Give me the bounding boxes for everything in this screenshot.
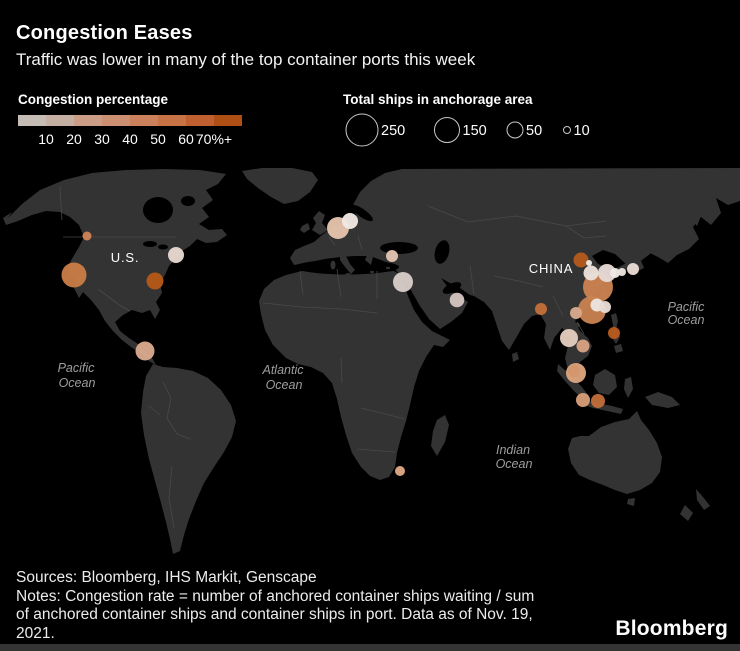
port-bubble-dubai-jebel-ali [449,292,465,308]
ocean-label-ocean: Ocean [59,376,96,390]
sources-note: Sources: Bloomberg, IHS Markit, Genscape [16,569,317,586]
color-scale-tick: 40 [122,131,138,147]
color-scale-segment [186,115,214,126]
port-bubble-qingdao-east [586,260,592,266]
continents [3,168,740,554]
port-bubble-surabaya [591,394,605,408]
port-bubble-savannah [146,272,164,290]
world-map: U.S.CHINAPacificOceanAtlanticOceanIndian… [3,168,740,554]
ocean-label-pacific: Pacific [58,361,96,375]
size-legend-label: 50 [526,123,542,139]
port-bubble-yellow-sea-west [583,265,599,281]
port-bubble-panama [135,341,155,361]
color-scale-segment [130,115,158,126]
color-scale-segment [18,115,46,126]
size-legend: 250 150 50 10 [345,113,590,147]
country-label-china: CHINA [529,261,573,276]
color-scale-tick: 60 [178,131,194,147]
mediterranean-peninsulas [330,254,390,277]
size-legend-circle [434,117,460,143]
ocean-label-ocean: Ocean [496,457,533,471]
color-scale-tick: 70%+ [195,131,233,147]
color-scale-tick: 30 [94,131,110,147]
bloomberg-logo: Bloomberg [615,617,728,640]
port-bubble-japan-tokyo-bay [627,263,639,275]
port-bubble-qingdao [573,252,589,268]
port-bubble-us-northwest-seattle [82,231,92,241]
ocean-label-indian: Indian [496,443,530,457]
port-bubble-laem-chabang-bangkok [560,329,578,347]
port-bubble-suez-port-said [393,272,413,292]
port-bubbles [61,213,639,476]
port-bubble-istanbul [386,250,398,262]
port-bubble-korea-south [618,268,626,276]
port-bubble-korea-west [610,268,620,278]
color-scale-segment [158,115,186,126]
port-bubble-jakarta [576,393,590,407]
color-scale-tick: 20 [66,131,82,147]
size-legend-label: 150 [463,123,487,139]
ocean-label-ocean: Ocean [668,313,705,327]
chart-title: Congestion Eases [16,22,193,44]
port-bubble-yellow-sea-east [598,264,616,282]
port-bubble-durban [395,466,405,476]
color-scale-segment [46,115,74,126]
port-bubble-chittagong [535,303,547,315]
port-bubble-singapore-inner [568,365,580,377]
port-bubble-ho-chi-minh [576,339,590,353]
port-bubble-german-bight [342,213,358,229]
ocean-label-atlantic: Atlantic [262,363,305,377]
country-label-us: U.S. [111,250,139,265]
methodology-note-line: Notes: Congestion rate = number of ancho… [16,588,535,605]
ocean-label-pacific: Pacific [668,300,706,314]
color-legend-bar [18,115,242,126]
port-bubble-taiwan-strait-west [570,307,582,319]
port-bubble-manila [608,327,620,339]
color-scale-tick: 50 [150,131,166,147]
color-scale-segment [214,115,242,126]
size-legend-label: 10 [574,123,590,139]
color-scale-segment [74,115,102,126]
ocean-label-ocean: Ocean [266,378,303,392]
port-bubble-los-angeles-long-beach [61,262,87,288]
color-legend-title: Congestion percentage [18,92,169,107]
color-scale-segment [102,115,130,126]
methodology-note-line: of anchored container ships and containe… [16,606,533,624]
size-legend-circle [563,126,571,134]
chart-subtitle: Traffic was lower in many of the top con… [16,50,476,69]
size-legend-label: 250 [381,123,405,139]
color-scale-tick: 10 [38,131,54,147]
size-legend-title: Total ships in anchorage area [343,92,533,107]
color-legend-ticks: 10 20 30 40 50 60 70%+ [18,131,278,147]
map-labels: U.S.CHINAPacificOceanAtlanticOceanIndian… [58,250,706,471]
methodology-note: Notes: Congestion rate = number of ancho… [16,588,636,643]
size-legend-circle [506,121,524,139]
port-bubble-new-york [168,247,184,263]
port-bubble-pearl-river-far-east [599,301,611,313]
methodology-note-line: 2021. [16,624,55,642]
bottom-strip [0,644,740,651]
size-legend-circle [345,113,379,147]
